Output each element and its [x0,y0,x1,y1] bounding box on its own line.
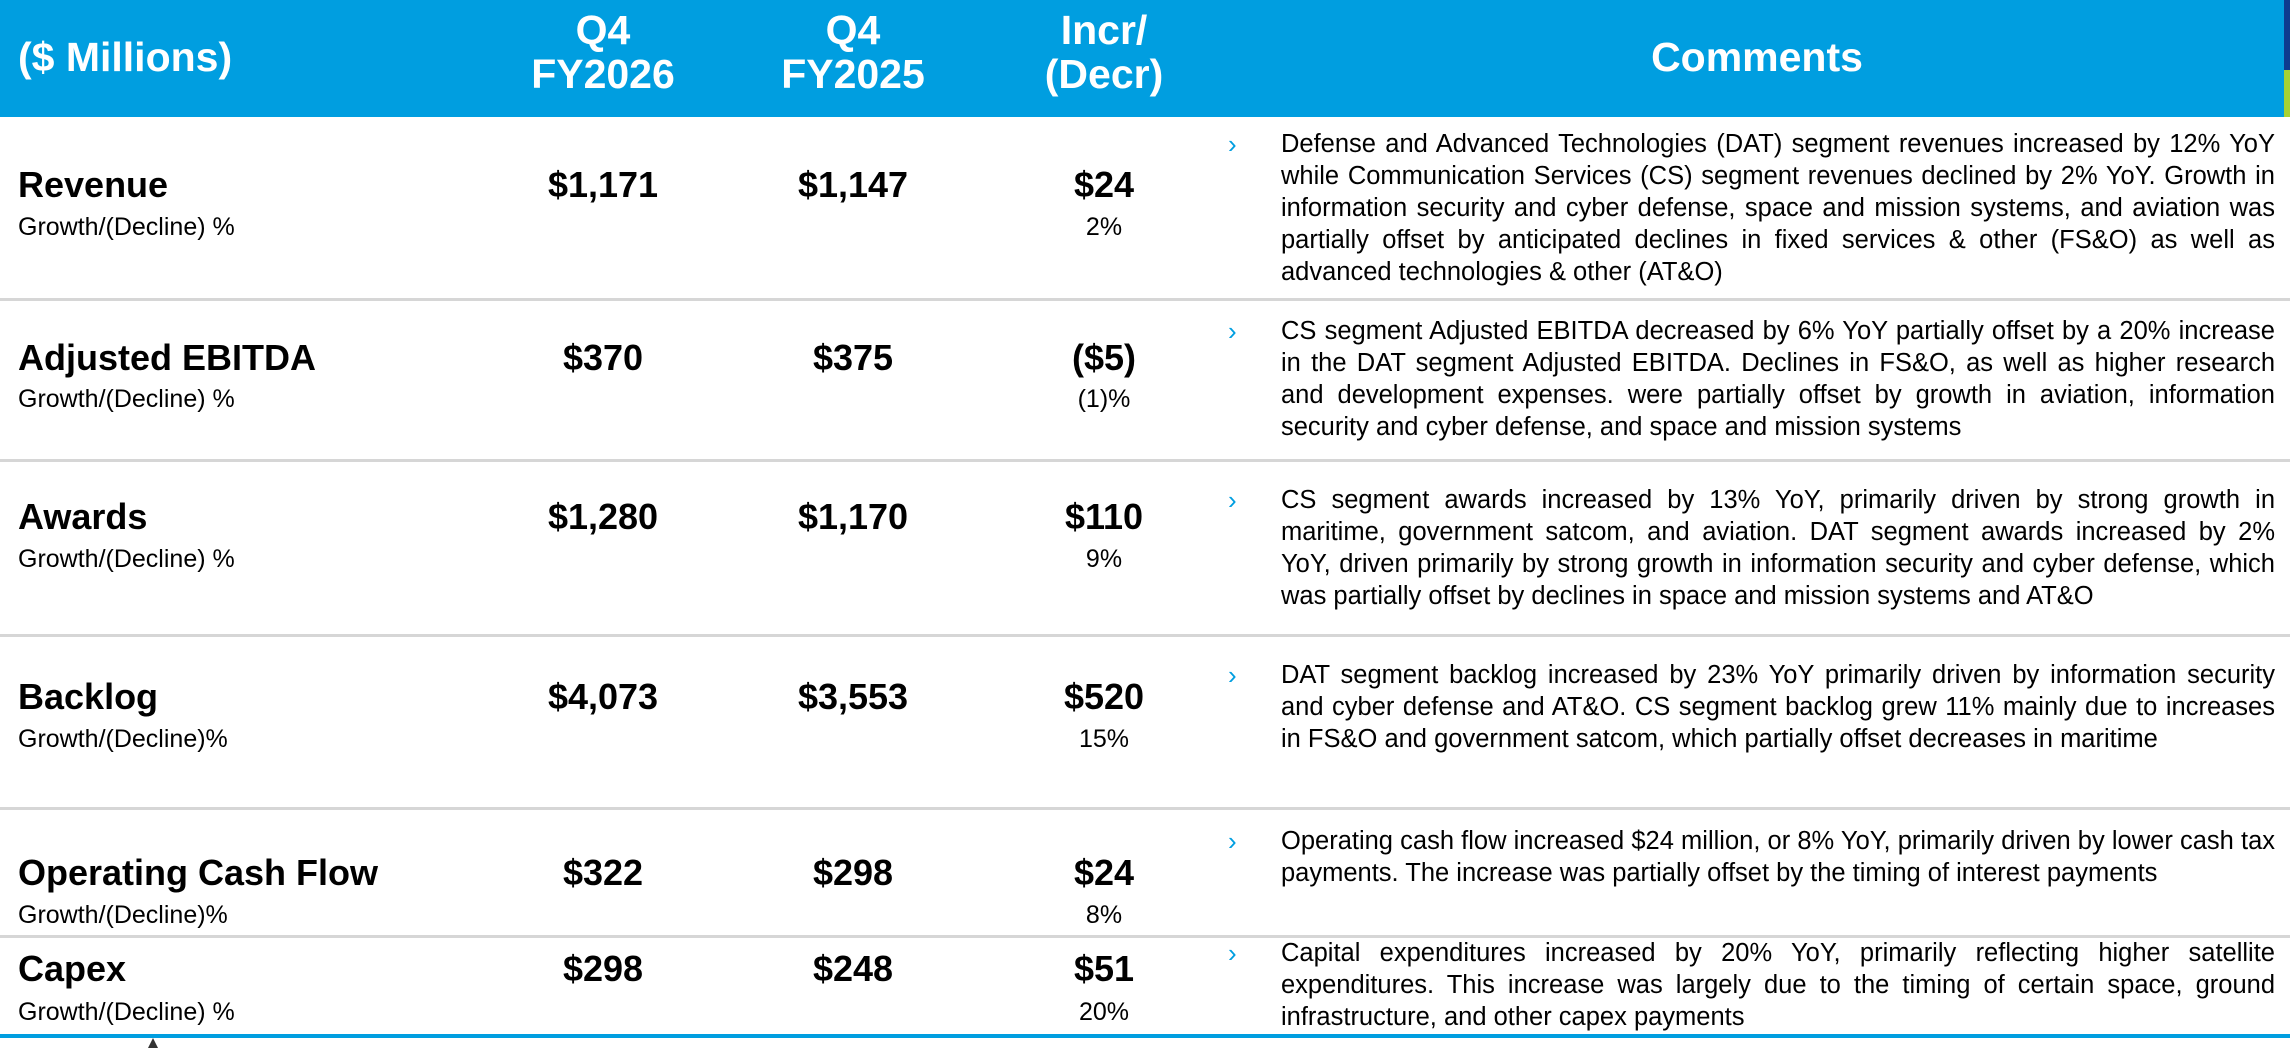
value-change-pct: 8% [1085,901,1123,929]
row-comment: DAT segment backlog increased by 23% YoY… [1281,661,2275,753]
bullet-chevron-icon: › [1228,938,1237,968]
row-title: Revenue [18,164,169,205]
row-title: Backlog [18,676,159,717]
row-subtitle: Growth/(Decline)% [18,725,228,753]
value-fy2026: $298 [562,948,644,989]
row-subtitle: Growth/(Decline) % [18,385,235,413]
row-subtitle: Growth/(Decline) % [18,998,235,1026]
row-title: Capex [18,948,127,989]
row-divider [0,634,2290,637]
value-fy2025: $375 [812,337,894,378]
value-change: ($5) [1071,337,1137,378]
row-comment: Capital expenditures increased by 20% Yo… [1281,939,2275,1031]
value-change-pct: 9% [1085,545,1123,573]
value-change: $24 [1073,852,1135,893]
value-change: $110 [1064,496,1144,537]
row-title: Adjusted EBITDA [18,337,317,378]
header-q4-fy2025-line1: Q4 [825,7,881,53]
header-q4-fy2026: Q4 FY2026 [503,8,703,96]
row-comment: Defense and Advanced Technologies (DAT) … [1281,130,2275,286]
header-q4-fy2025-line2: FY2025 [781,51,925,97]
value-fy2025: $3,553 [797,676,909,717]
row-divider [0,935,2290,938]
value-fy2026: $322 [562,852,644,893]
row-divider [0,298,2290,301]
value-fy2026: $1,171 [547,164,659,205]
value-change-pct: (1)% [1077,385,1131,413]
row-comment: CS segment Adjusted EBITDA decreased by … [1281,317,2275,441]
value-change: $24 [1073,164,1135,205]
value-fy2026: $370 [562,337,644,378]
header-q4-fy2025: Q4 FY2025 [753,8,953,96]
bullet-chevron-icon: › [1228,316,1237,346]
row-subtitle: Growth/(Decline) % [18,545,235,573]
row-comment: CS segment awards increased by 13% YoY, … [1281,486,2275,610]
header-comments: Comments [1651,34,1863,80]
row-subtitle: Growth/(Decline) % [18,213,235,241]
header-q4-fy2026-line1: Q4 [575,7,631,53]
row-comment: Operating cash flow increased $24 millio… [1281,827,2275,887]
triangle-marker-icon [148,1038,158,1048]
bullet-chevron-icon: › [1228,826,1237,856]
bullet-chevron-icon: › [1228,660,1237,690]
value-change-pct: 2% [1085,213,1123,241]
footer-rule [0,1034,2290,1038]
value-change: $520 [1063,676,1145,717]
header-incr-line2: (Decr) [1044,51,1164,97]
value-change: $51 [1073,948,1135,989]
value-fy2025: $298 [812,852,894,893]
header-units-label: ($ Millions) [18,34,233,80]
row-title: Operating Cash Flow [18,852,379,893]
row-subtitle: Growth/(Decline)% [18,901,228,929]
bullet-chevron-icon: › [1228,485,1237,515]
value-fy2026: $1,280 [547,496,659,537]
bullet-chevron-icon: › [1228,129,1237,159]
value-change-pct: 15% [1078,725,1130,753]
value-fy2026: $4,073 [547,676,659,717]
row-divider [0,459,2290,462]
value-fy2025: $1,147 [797,164,909,205]
header-incr-line1: Incr/ [1060,7,1148,53]
table-header: ($ Millions) Q4 FY2026 Q4 FY2025 Incr/ (… [0,0,2290,117]
header-incr-decr: Incr/ (Decr) [1004,8,1204,96]
row-divider [0,807,2290,810]
header-q4-fy2026-line2: FY2026 [531,51,675,97]
value-change-pct: 20% [1078,998,1130,1026]
value-fy2025: $1,170 [797,496,909,537]
row-title: Awards [18,496,148,537]
header-accent-edge [2284,0,2290,117]
value-fy2025: $248 [812,948,894,989]
